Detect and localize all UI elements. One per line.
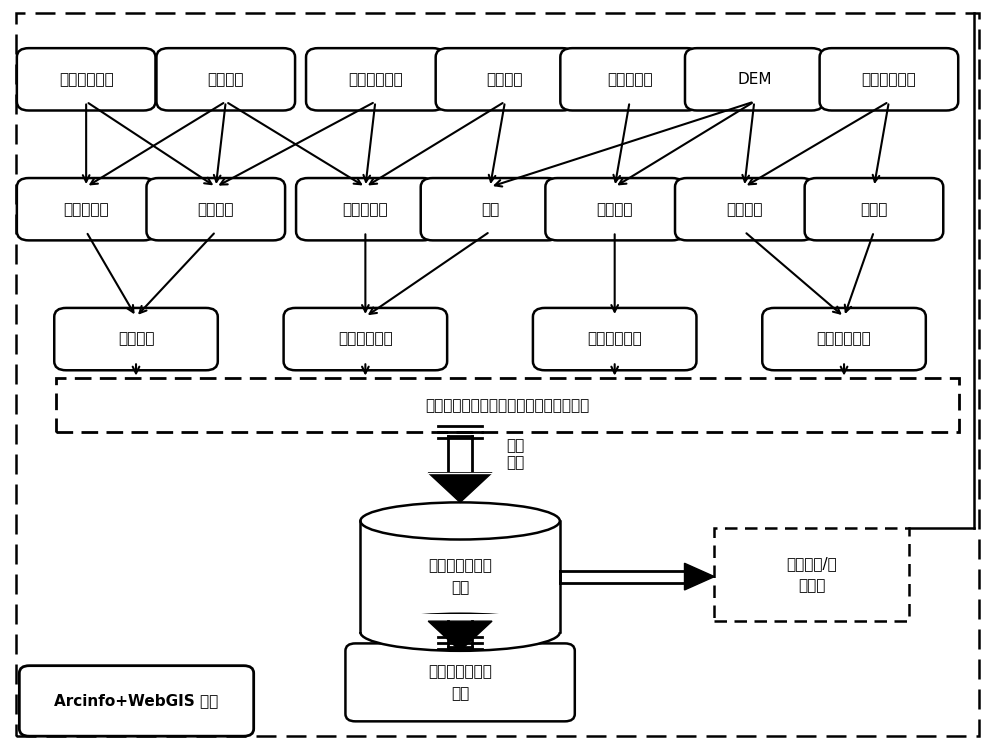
Text: 野外典型采样: 野外典型采样 — [59, 72, 114, 87]
Polygon shape — [428, 621, 492, 651]
FancyBboxPatch shape — [545, 178, 684, 241]
Bar — [360, 521, 560, 633]
Text: 气象预测/预
报平台: 气象预测/预 报平台 — [786, 557, 837, 593]
FancyBboxPatch shape — [156, 48, 295, 110]
Polygon shape — [428, 472, 492, 502]
FancyBboxPatch shape — [820, 48, 958, 110]
Text: 输出参数: 输出参数 — [118, 332, 154, 346]
Text: 降水强度参数: 降水强度参数 — [817, 332, 871, 346]
FancyBboxPatch shape — [421, 178, 559, 241]
FancyBboxPatch shape — [533, 308, 696, 370]
Text: 降水量: 降水量 — [860, 202, 888, 217]
FancyBboxPatch shape — [19, 666, 254, 736]
Text: 高程因子: 高程因子 — [726, 202, 763, 217]
Text: 土壤水文因: 土壤水文因 — [343, 202, 388, 217]
Ellipse shape — [360, 502, 560, 539]
FancyBboxPatch shape — [762, 308, 926, 370]
Text: 坡度: 坡度 — [481, 202, 499, 217]
Text: 滤波
窗口: 滤波 窗口 — [506, 438, 524, 470]
FancyBboxPatch shape — [436, 48, 574, 110]
Text: 土壤类型: 土壤类型 — [487, 72, 523, 87]
FancyBboxPatch shape — [56, 378, 959, 432]
Text: 有机碳释放源区
预警: 有机碳释放源区 预警 — [428, 664, 492, 701]
Text: 径流流向: 径流流向 — [596, 202, 633, 217]
Text: 水文气象数据: 水文气象数据 — [862, 72, 916, 87]
FancyBboxPatch shape — [17, 178, 155, 241]
FancyBboxPatch shape — [560, 48, 699, 110]
Polygon shape — [684, 563, 714, 590]
Text: 输出径流参数: 输出径流参数 — [587, 332, 642, 346]
Text: 迁移路径参数: 迁移路径参数 — [338, 332, 393, 346]
Text: 公共数据平台: 公共数据平台 — [348, 72, 403, 87]
FancyBboxPatch shape — [54, 308, 218, 370]
Text: 综合模型构建（标准化、权重因子确定）: 综合模型构建（标准化、权重因子确定） — [425, 398, 590, 413]
Text: 垂向碳潜: 垂向碳潜 — [198, 202, 234, 217]
FancyBboxPatch shape — [306, 48, 445, 110]
FancyBboxPatch shape — [284, 308, 447, 370]
Text: 遥感数据: 遥感数据 — [208, 72, 244, 87]
Text: 水系分布图: 水系分布图 — [607, 72, 652, 87]
FancyBboxPatch shape — [296, 178, 435, 241]
FancyBboxPatch shape — [714, 528, 909, 621]
Text: Arcinfo+WebGIS 环境: Arcinfo+WebGIS 环境 — [54, 694, 219, 708]
FancyBboxPatch shape — [17, 48, 155, 110]
Ellipse shape — [360, 614, 560, 651]
FancyBboxPatch shape — [685, 48, 824, 110]
Bar — [358, 614, 562, 633]
Text: 有机碳关键源区
识别: 有机碳关键源区 识别 — [428, 558, 492, 595]
FancyBboxPatch shape — [805, 178, 943, 241]
FancyBboxPatch shape — [146, 178, 285, 241]
Text: 横向碳潜力: 横向碳潜力 — [63, 202, 109, 217]
FancyBboxPatch shape — [345, 644, 575, 721]
Text: DEM: DEM — [737, 72, 772, 87]
FancyBboxPatch shape — [675, 178, 814, 241]
